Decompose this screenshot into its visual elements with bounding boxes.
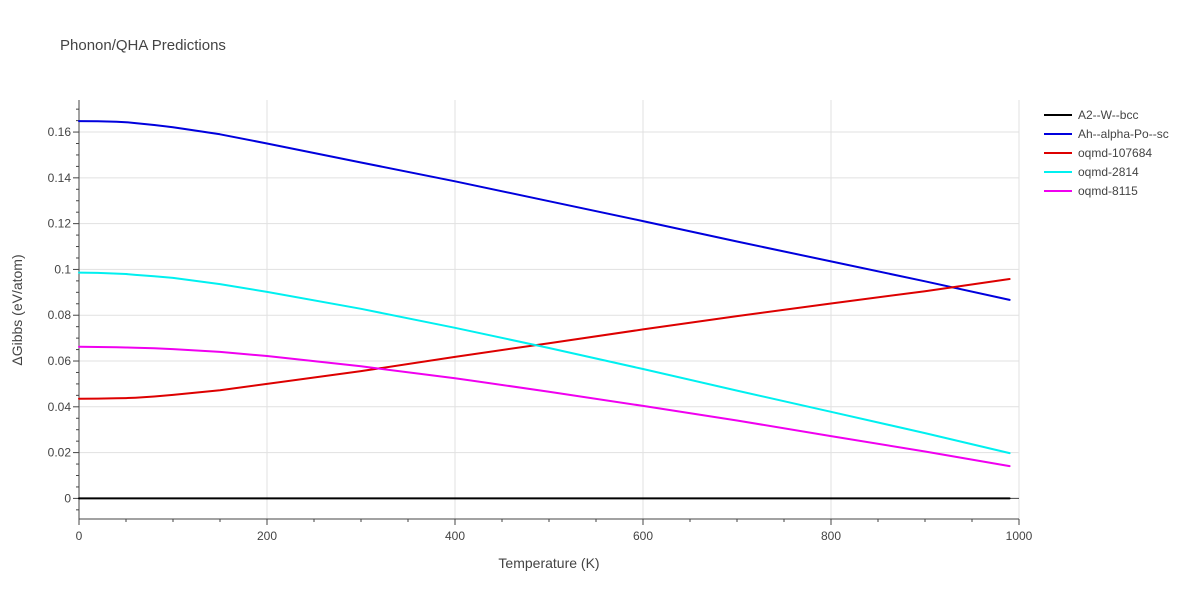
x-tick-label: 400 bbox=[445, 529, 465, 543]
y-axis-title: ΔGibbs (eV/atom) bbox=[9, 254, 25, 365]
legend-label: oqmd-107684 bbox=[1078, 146, 1152, 160]
legend-label: oqmd-8115 bbox=[1078, 184, 1138, 198]
y-tick-label: 0.12 bbox=[48, 217, 72, 231]
y-tick-label: 0.06 bbox=[48, 354, 72, 368]
x-tick-label: 1000 bbox=[1006, 529, 1033, 543]
x-tick-label: 600 bbox=[633, 529, 653, 543]
plot-area bbox=[78, 120, 1011, 500]
chart-title: Phonon/QHA Predictions bbox=[60, 37, 226, 54]
series-line-oqmd-8115 bbox=[78, 345, 1011, 468]
y-tick-label: 0.1 bbox=[54, 262, 71, 276]
y-tick-label: 0.02 bbox=[48, 446, 72, 460]
grid-lines bbox=[79, 100, 1020, 519]
legend-label: Ah--alpha-Po--sc bbox=[1078, 127, 1169, 141]
x-tick-label: 200 bbox=[257, 529, 277, 543]
legend-label: oqmd-2814 bbox=[1078, 165, 1139, 179]
x-tick-label: 0 bbox=[76, 529, 83, 543]
axes: 0 200 400 600 800 1000 0 0.02 0.04 0.06 0.08 0.1 0.1… bbox=[48, 100, 1033, 543]
legend-item[interactable]: oqmd-2814 bbox=[1044, 165, 1139, 179]
legend-item[interactable]: oqmd-107684 bbox=[1044, 146, 1152, 160]
legend-item[interactable]: A2--W--bcc bbox=[1044, 108, 1138, 122]
legend[interactable]: A2--W--bcc Ah--alpha-Po--sc oqmd-107684 oqm… bbox=[1044, 108, 1169, 198]
legend-item[interactable]: Ah--alpha-Po--sc bbox=[1044, 127, 1169, 141]
series-line-Ah--alpha-Po--sc bbox=[78, 120, 1011, 301]
x-axis-title: Temperature (K) bbox=[498, 555, 599, 571]
legend-item[interactable]: oqmd-8115 bbox=[1044, 184, 1138, 198]
series-line-oqmd-2814 bbox=[78, 271, 1011, 455]
y-tick-label: 0.14 bbox=[48, 171, 72, 185]
y-tick-label: 0.08 bbox=[48, 308, 72, 322]
y-tick-label: 0.16 bbox=[48, 125, 72, 139]
legend-label: A2--W--bcc bbox=[1078, 108, 1138, 122]
series-line-oqmd-107684 bbox=[78, 278, 1011, 400]
x-tick-label: 800 bbox=[821, 529, 841, 543]
y-tick-label: 0 bbox=[64, 491, 71, 505]
y-tick-label: 0.04 bbox=[48, 400, 72, 414]
